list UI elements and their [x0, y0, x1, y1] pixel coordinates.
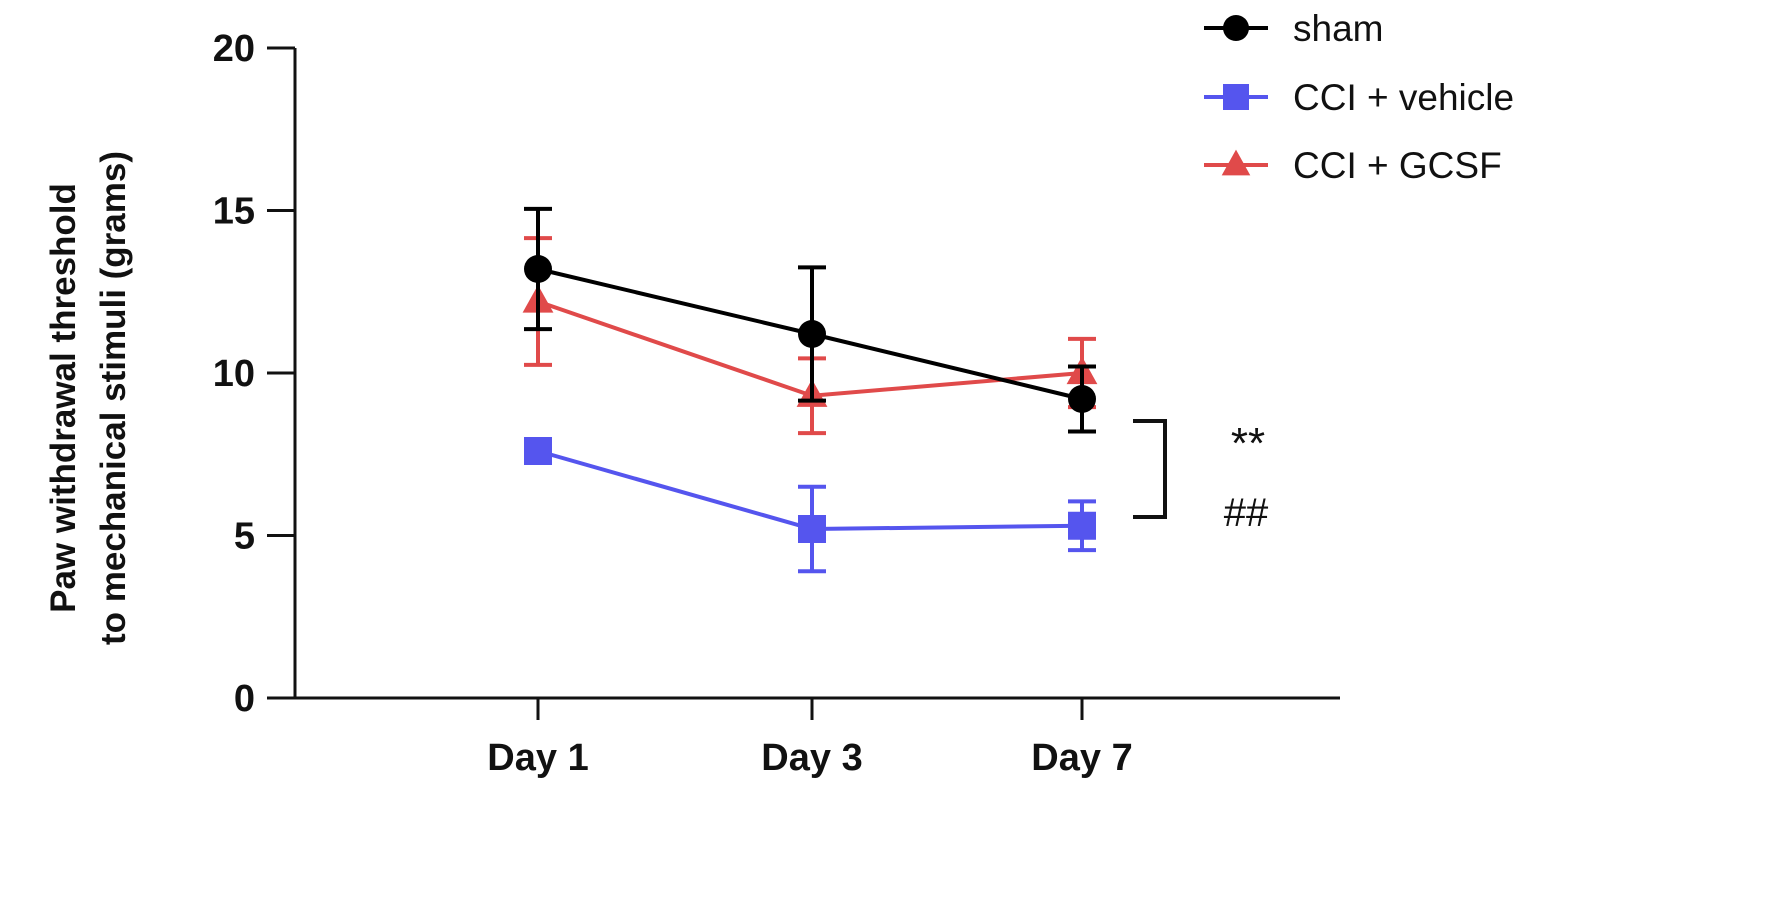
data-point: [1221, 149, 1251, 176]
y-tick-label: 5: [234, 516, 255, 558]
series-sham: [524, 206, 1096, 434]
x-tick-label: Day 1: [487, 737, 588, 779]
series-cci-vehicle: [524, 437, 1096, 574]
y-tick-label: 20: [213, 28, 255, 70]
y-axis-label: Paw withdrawal threshold to mechanical st…: [44, 151, 133, 645]
data-point: [798, 320, 826, 348]
significance-stars: **: [1231, 419, 1265, 468]
y-tick-label: 10: [213, 353, 255, 395]
data-point: [1223, 15, 1249, 41]
significance-bracket: [1133, 419, 1167, 519]
data-point: [1223, 84, 1249, 110]
legend-item: CCI + GCSF: [1204, 145, 1502, 186]
y-axis-label-line: to mechanical stimuli (grams): [94, 151, 133, 645]
x-tick-label: Day 7: [1031, 737, 1132, 779]
data-point: [524, 255, 552, 283]
axes: 0 5 10 15 20 Day 1 Day 3 Day 7: [213, 28, 1340, 779]
y-tick-label: 0: [234, 678, 255, 720]
x-tick-label: Day 3: [761, 737, 862, 779]
significance-hashes: ##: [1224, 491, 1269, 535]
data-point: [798, 515, 826, 543]
legend-label: CCI + vehicle: [1293, 77, 1514, 118]
y-tick-label: 15: [213, 191, 255, 233]
data-point: [1068, 385, 1096, 413]
legend-item: CCI + vehicle: [1204, 77, 1514, 118]
data-point: [524, 437, 552, 465]
legend-label: sham: [1293, 8, 1383, 49]
series-group: [522, 206, 1098, 574]
legend-label: CCI + GCSF: [1293, 145, 1502, 186]
data-point: [1068, 511, 1096, 540]
legend-item: sham: [1204, 8, 1383, 49]
significance-annotation: ** ##: [1133, 419, 1269, 535]
y-axis-label-line: Paw withdrawal threshold: [44, 183, 83, 613]
legend: sham CCI + vehicle CCI + GCSF: [1204, 8, 1514, 186]
